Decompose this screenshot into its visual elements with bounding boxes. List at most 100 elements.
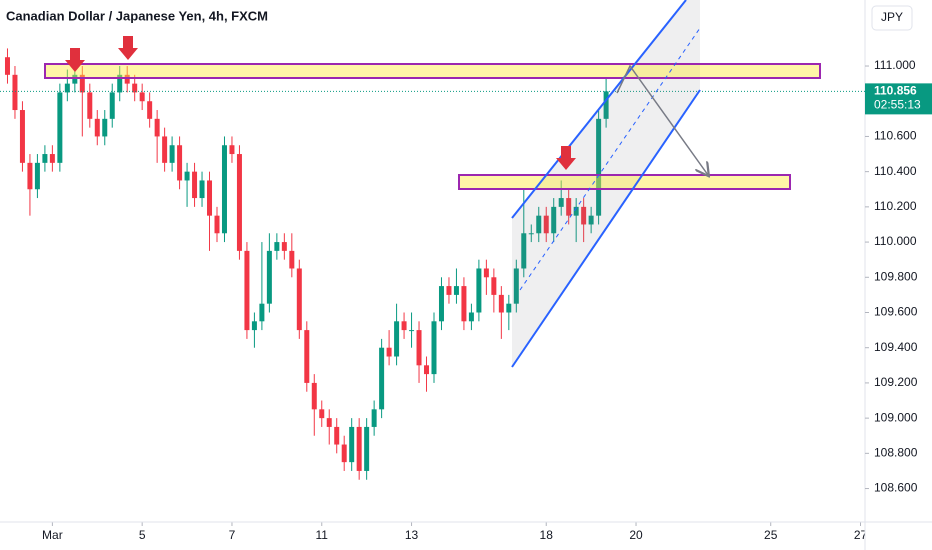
candle-body [304, 330, 310, 383]
candle-body [476, 268, 482, 313]
candle-body [409, 330, 415, 332]
x-tick-label: 27 [854, 528, 868, 542]
candle-body [117, 74, 123, 93]
y-tick-label: 109.400 [874, 340, 918, 354]
arrow-marker [556, 146, 576, 170]
candle-body [588, 215, 594, 225]
candle-body [214, 215, 220, 234]
candle-body [139, 92, 145, 102]
x-tick-label: 11 [316, 528, 329, 542]
candle-body [124, 74, 130, 84]
candle-body [132, 83, 138, 93]
channel-lower [511, 89, 701, 368]
candle-body [424, 365, 430, 375]
candle-body [566, 198, 572, 216]
candle-body [543, 215, 549, 234]
candle-body [34, 162, 40, 190]
candle-body [386, 347, 392, 357]
candle-body [296, 268, 302, 331]
currency-label[interactable]: JPY [881, 10, 903, 24]
candle-body [229, 145, 235, 155]
candle-body [349, 426, 355, 463]
candle-body [244, 250, 250, 331]
candle-body [581, 206, 587, 225]
y-tick-label: 109.800 [874, 269, 918, 283]
candle-body [596, 118, 602, 216]
candle-body [184, 171, 190, 181]
candle-body [551, 206, 557, 234]
last-price-label: 110.856 [874, 84, 917, 98]
x-tick-label: 7 [229, 528, 236, 542]
countdown-label: 02:55:13 [874, 98, 921, 112]
y-tick-label: 108.600 [874, 481, 918, 495]
candle-body [311, 382, 317, 410]
y-tick-label: 109.000 [874, 410, 918, 424]
candle-body [364, 426, 370, 471]
candle-body [259, 303, 265, 322]
arrow-marker [118, 36, 138, 60]
candle-body [266, 250, 272, 304]
candle-body [438, 286, 444, 322]
candle-body [416, 330, 422, 366]
y-tick-label: 109.600 [874, 305, 918, 319]
candle-body [49, 154, 55, 163]
last-price-box [865, 83, 932, 115]
x-tick-label: 18 [540, 528, 554, 542]
candle-body [207, 180, 213, 216]
candle-body [102, 118, 108, 137]
x-tick-label: 20 [629, 528, 643, 542]
candle-body [483, 268, 489, 278]
candle-body [341, 444, 347, 463]
support-zone [458, 174, 791, 190]
candle-body [221, 145, 227, 234]
candle-body [162, 136, 168, 163]
candle-body [379, 347, 385, 410]
candle-body [192, 171, 198, 199]
plot-area: Mar 5 7 11 13 18 20 25 27 [4, 48, 868, 542]
channel-fill [512, 0, 700, 367]
candle-body [27, 162, 33, 190]
candle-body [326, 418, 332, 427]
candle-body [177, 145, 183, 181]
candle-body [506, 303, 512, 313]
y-tick-label: 110.000 [874, 234, 917, 248]
candle-body [498, 294, 504, 313]
candle-body [64, 83, 70, 93]
candle-body [42, 154, 48, 163]
projection-arrow [616, 64, 708, 175]
y-tick-label: 109.200 [874, 375, 918, 389]
candle-body [401, 321, 407, 331]
candle-body [558, 198, 564, 207]
candle-body [79, 74, 85, 93]
candle-body [521, 233, 527, 269]
candle-body [12, 74, 18, 111]
candle-body [154, 118, 160, 137]
candle-body [236, 154, 242, 251]
candle-body [274, 242, 280, 251]
x-tick-label: 5 [139, 528, 146, 542]
candle-body [199, 180, 205, 199]
y-tick-label: 108.800 [874, 446, 918, 460]
candle-body [371, 409, 377, 427]
candle-body [453, 286, 459, 295]
channel-upper [511, 0, 687, 219]
drawings [44, 0, 821, 368]
candle-body [513, 268, 519, 304]
candle-body [4, 57, 10, 75]
x-tick-label: Mar [42, 528, 63, 542]
candle-body [356, 426, 362, 471]
y-tick-label: 110.400 [874, 164, 917, 178]
candle-body [281, 242, 287, 251]
candle-body [94, 118, 100, 137]
arrow-marker [65, 48, 85, 72]
candle-body [468, 312, 474, 322]
y-tick-label: 111.000 [874, 58, 916, 72]
x-tick-label: 13 [405, 528, 419, 542]
channel-middle [519, 27, 701, 291]
candle-body [528, 233, 534, 235]
currency-button[interactable] [871, 5, 913, 31]
chart-title: Canadian Dollar / Japanese Yen, 4h, FXCM [6, 8, 268, 23]
candle-body [431, 321, 437, 375]
candle-body [109, 92, 115, 119]
